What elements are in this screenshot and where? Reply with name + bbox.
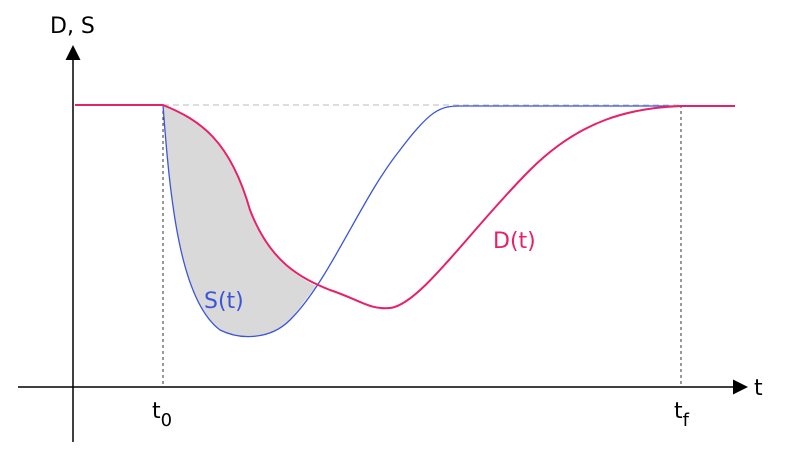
s-curve bbox=[75, 104, 735, 338]
s-curve-label: S(t) bbox=[204, 289, 244, 314]
d-curve-label: D(t) bbox=[493, 229, 536, 254]
tf-main: t bbox=[674, 399, 683, 424]
t0-label: t0 bbox=[152, 399, 172, 431]
t0-sub: 0 bbox=[161, 410, 172, 431]
x-axis-label: t bbox=[754, 376, 763, 401]
t0-main: t bbox=[152, 399, 161, 424]
y-axis-label: D, S bbox=[50, 14, 95, 39]
d-curve bbox=[75, 104, 735, 310]
tf-sub: f bbox=[683, 410, 690, 431]
shaded-area bbox=[163, 105, 316, 337]
tf-label: tf bbox=[674, 399, 690, 431]
